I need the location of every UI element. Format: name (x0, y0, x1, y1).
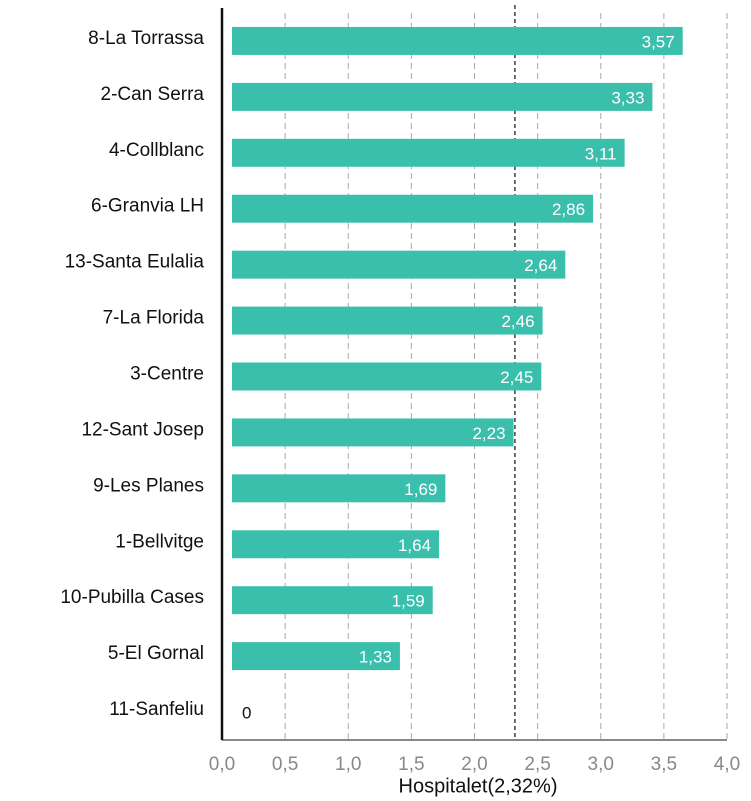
y-tick-label: 12-Sant Josep (81, 419, 204, 440)
y-tick-label: 10-Pubilla Cases (60, 587, 204, 608)
y-tick-label: 1-Bellvitge (115, 531, 204, 552)
x-tick-label: 4,0 (714, 754, 740, 775)
value-label: 1,69 (404, 480, 437, 499)
y-tick-label: 7-La Florida (103, 308, 205, 329)
x-tick-label: 3,0 (588, 754, 614, 775)
bar (232, 474, 446, 503)
y-tick-label: 3-Centre (130, 364, 204, 385)
x-tick-label: 3,5 (651, 754, 677, 775)
value-label: 3,57 (642, 32, 675, 51)
bar (232, 642, 400, 671)
value-label: 2,46 (501, 312, 534, 331)
x-tick-label: 2,5 (524, 754, 550, 775)
value-label: 2,64 (524, 256, 557, 275)
y-tick-label: 9-Les Planes (93, 475, 204, 496)
bar (232, 82, 653, 111)
y-tick-label: 11-Sanfeliu (109, 699, 204, 720)
value-label: 2,23 (472, 424, 505, 443)
bar (232, 530, 440, 559)
y-tick-label: 2-Can Serra (101, 84, 205, 105)
bar (232, 586, 433, 615)
y-tick-label: 5-El Gornal (108, 643, 204, 664)
bar (232, 250, 566, 279)
x-tick-label: 1,5 (398, 754, 424, 775)
bar (232, 138, 625, 167)
y-tick-label: 4-Collblanc (109, 140, 204, 161)
value-label: 1,64 (398, 536, 431, 555)
value-label: 1,33 (359, 648, 392, 667)
bar (232, 306, 543, 335)
bar (232, 194, 594, 223)
y-tick-label: 13-Santa Eulalia (65, 252, 205, 273)
bar (232, 26, 683, 55)
value-label: 0 (242, 704, 251, 723)
bar (232, 418, 514, 447)
x-tick-label: 2,0 (461, 754, 487, 775)
y-tick-label: 6-Granvia LH (91, 196, 204, 217)
x-tick-label: 0,0 (209, 754, 235, 775)
value-label: 1,59 (392, 592, 425, 611)
x-tick-label: 1,0 (335, 754, 361, 775)
value-label: 3,11 (585, 144, 617, 163)
y-tick-label: 8-La Torrassa (88, 28, 204, 49)
bar (232, 362, 542, 391)
x-tick-label: 0,5 (272, 754, 298, 775)
value-label: 3,33 (611, 88, 644, 107)
value-label: 2,45 (500, 368, 533, 387)
value-label: 2,86 (552, 200, 585, 219)
x-axis-label: Hospitalet(2,32%) (399, 775, 558, 797)
